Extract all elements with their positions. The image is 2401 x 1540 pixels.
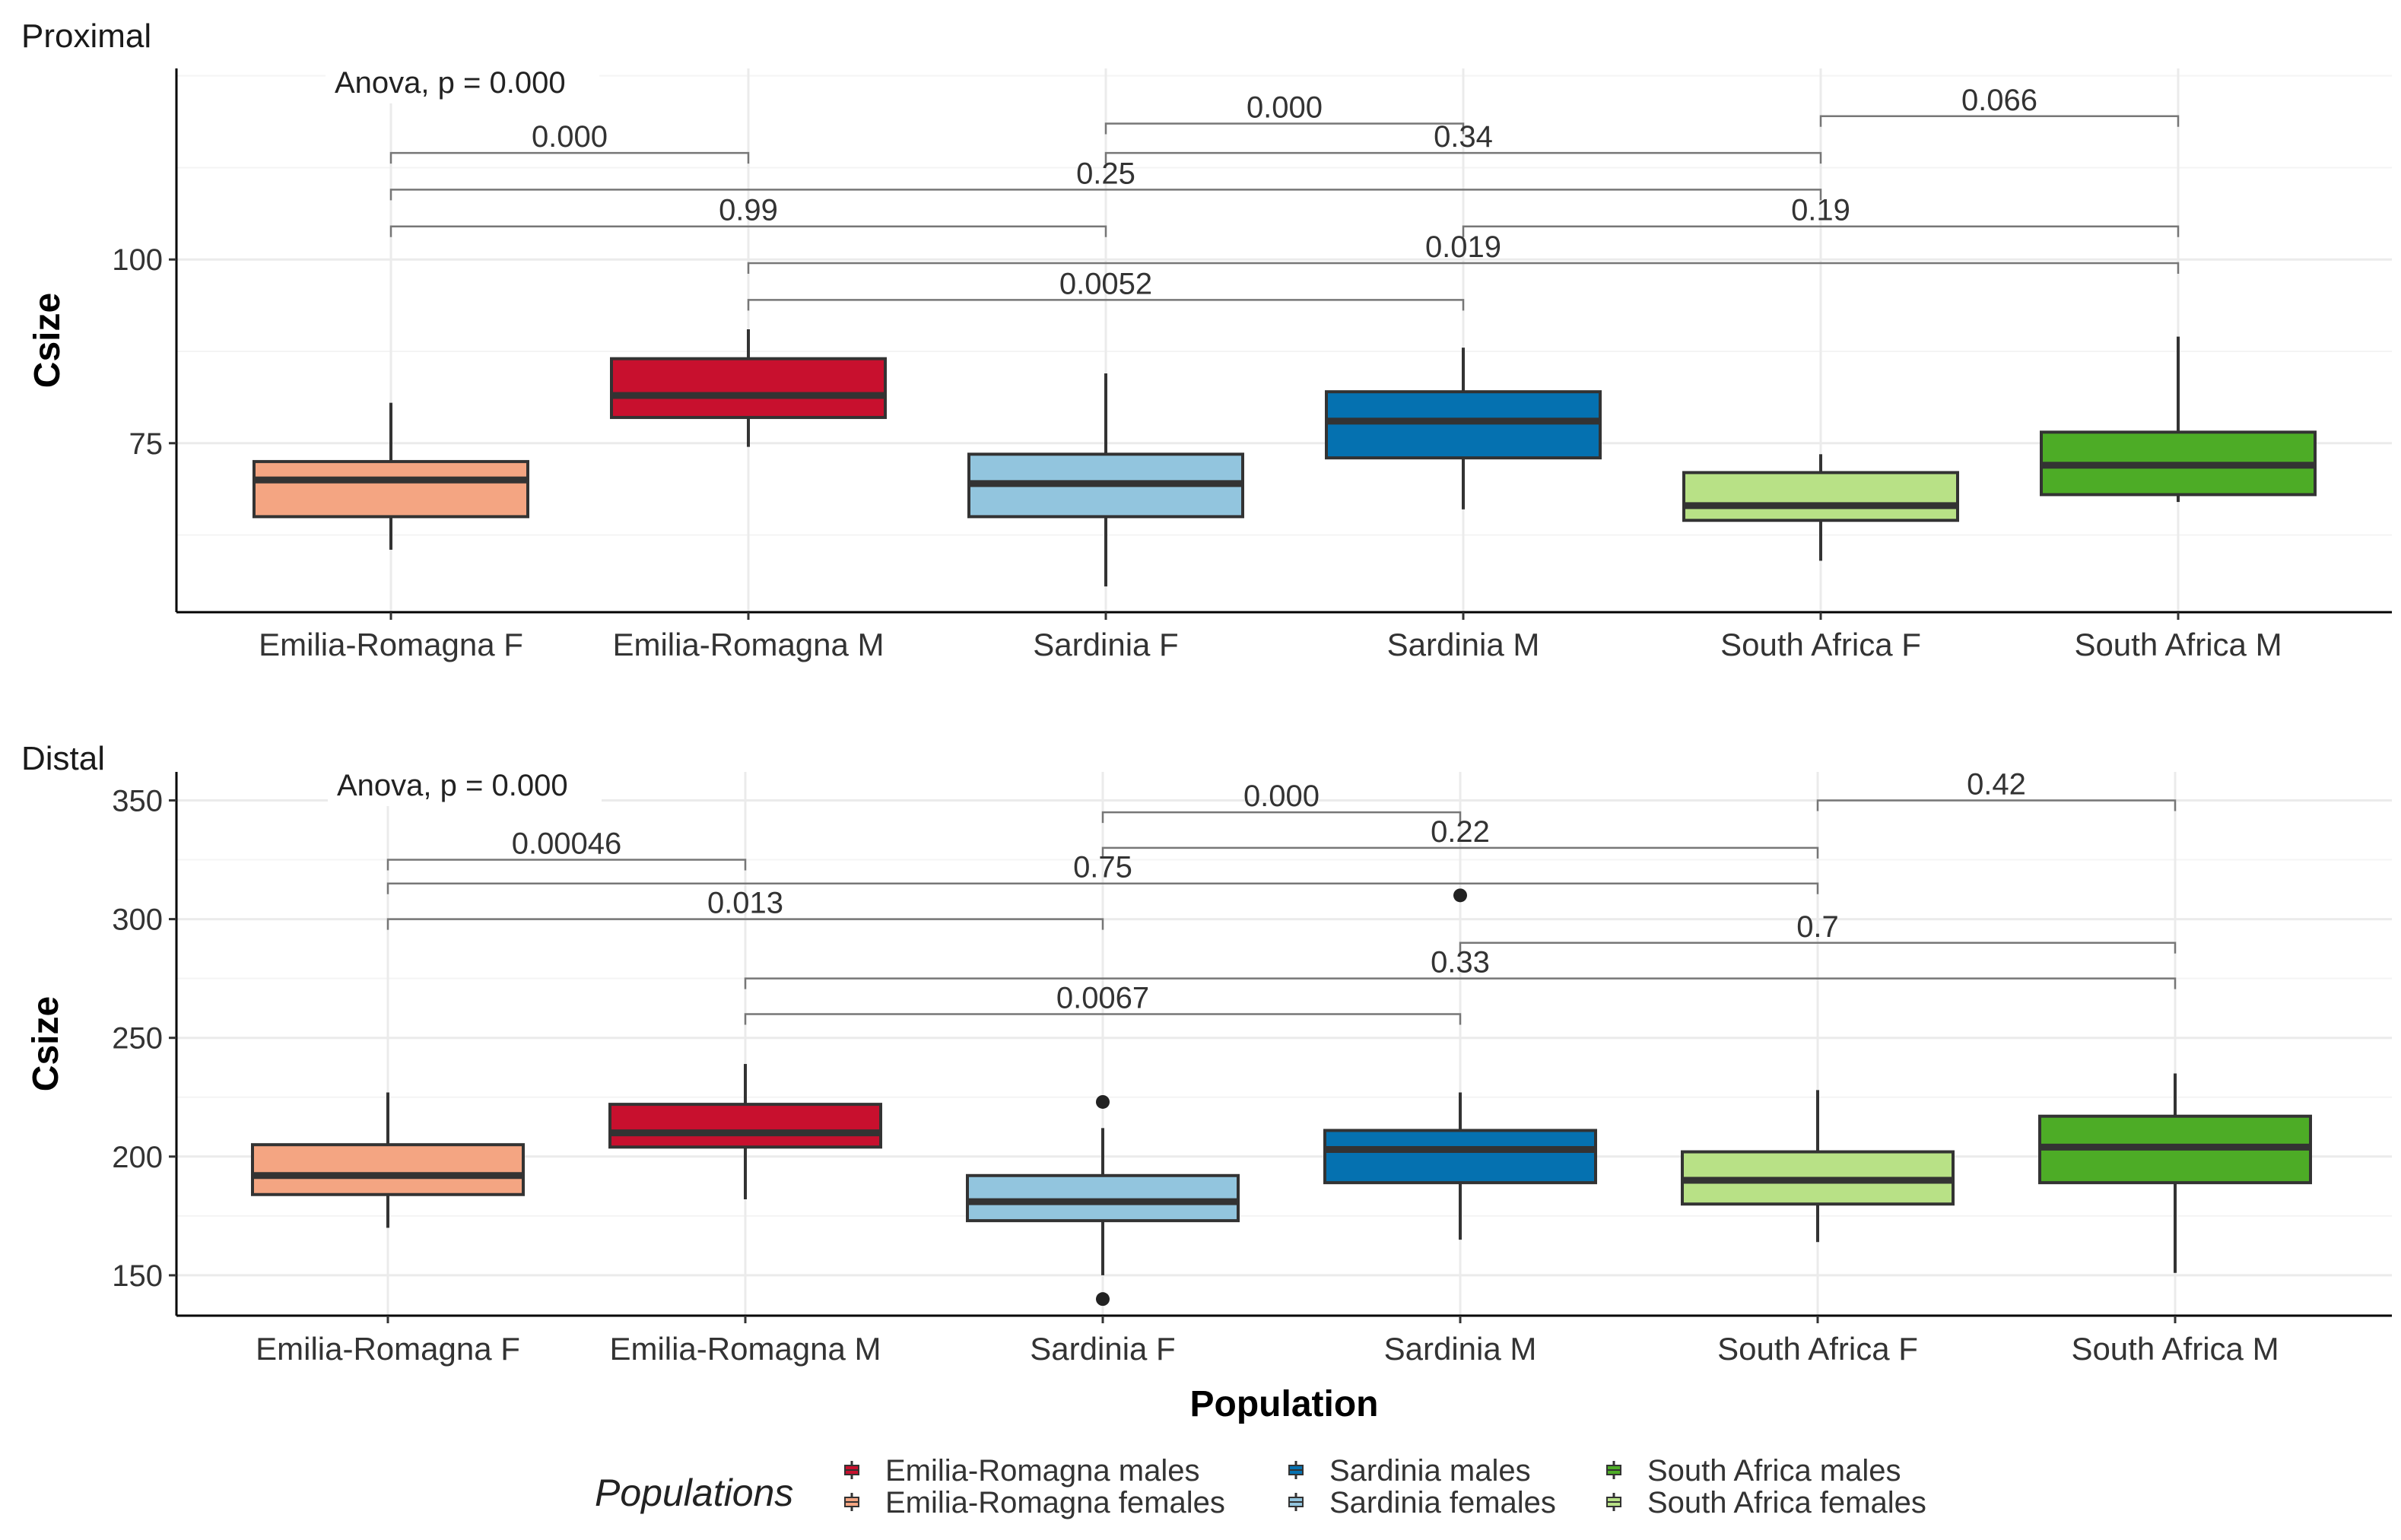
y-tick-label: 200 — [112, 1141, 163, 1174]
comparison-p-value: 0.066 — [1961, 84, 2037, 117]
comparison-p-value: 0.34 — [1434, 120, 1493, 154]
box-iqr — [610, 357, 887, 419]
comparison-bracket — [744, 977, 2177, 989]
legend-label: Sardinia females — [1329, 1486, 1556, 1519]
legend-key — [1606, 1493, 1621, 1511]
comparison-bracket — [389, 189, 1822, 201]
comparison-bracket — [389, 225, 1107, 237]
comparison-bracket — [1101, 846, 1819, 859]
comparison-bracket — [1459, 941, 2177, 954]
comparison-p-value: 0.75 — [1073, 851, 1132, 884]
comparison-p-value: 0.019 — [1425, 230, 1501, 264]
anova-backdrop — [326, 62, 599, 103]
legend-key — [1288, 1493, 1304, 1511]
x-tick-label: Sardinia F — [1030, 1331, 1175, 1367]
legend-label: Emilia-Romagna females — [885, 1486, 1225, 1519]
y-axis-title: Csize — [27, 293, 68, 388]
comparison-p-value: 0.000 — [1247, 90, 1323, 124]
y-tick-label: 150 — [112, 1259, 163, 1293]
comparison-bracket — [744, 1013, 1462, 1025]
x-tick-label: Emilia-Romagna F — [259, 627, 523, 662]
legend-key — [844, 1493, 859, 1511]
x-tick-label: Sardinia M — [1384, 1331, 1537, 1367]
outlier-point — [1453, 888, 1467, 903]
x-tick-label: Emilia-Romagna F — [256, 1331, 520, 1367]
comparison-p-value: 0.19 — [1791, 194, 1850, 227]
y-tick-label: 350 — [112, 784, 163, 818]
comparison-bracket — [747, 299, 1465, 311]
comparison-bracket — [1104, 122, 1465, 135]
x-tick-label: Sardinia M — [1387, 627, 1540, 662]
comparison-p-value: 0.00046 — [512, 827, 622, 861]
comparison-p-value: 0.22 — [1431, 815, 1490, 849]
box-iqr — [1682, 471, 1959, 522]
box-iqr — [252, 459, 529, 519]
y-tick-label: 250 — [112, 1022, 163, 1056]
comparison-p-value: 0.33 — [1431, 946, 1490, 980]
comparison-p-value: 0.0052 — [1059, 267, 1152, 300]
comparison-p-value: 0.013 — [707, 887, 783, 920]
legend-label: South Africa females — [1647, 1486, 1926, 1519]
comparison-p-value: 0.42 — [1967, 767, 2026, 801]
box-iqr — [1325, 390, 1602, 460]
y-tick-label: 300 — [112, 903, 163, 937]
x-tick-label: South Africa F — [1720, 627, 1921, 662]
legend-label: South Africa males — [1647, 1454, 1901, 1488]
x-tick-label: South Africa M — [2071, 1331, 2279, 1367]
legend-title: Populations — [595, 1472, 793, 1514]
box-iqr — [608, 1103, 882, 1149]
legend-key — [1288, 1461, 1304, 1479]
comparison-p-value: 0.99 — [719, 194, 778, 227]
panel-title: Proximal — [21, 17, 151, 55]
legend-key — [1606, 1461, 1621, 1479]
legend-label: Sardinia males — [1329, 1454, 1531, 1488]
comparison-bracket — [386, 859, 747, 871]
anova-label: Anova, p = 0.000 — [335, 66, 566, 100]
comparison-bracket — [389, 151, 750, 164]
comparison-bracket — [1104, 151, 1822, 164]
outlier-point — [1096, 1292, 1110, 1307]
outlier-point — [1096, 1094, 1110, 1109]
legend-label: Emilia-Romagna males — [885, 1454, 1199, 1488]
distal-panel: Distal 150 200 250 300 350 Emilia-Romagna F Emi… — [21, 740, 2392, 1424]
comparison-bracket — [1462, 225, 2180, 237]
comparison-p-value: 0.0067 — [1056, 981, 1149, 1014]
comparison-bracket — [1819, 115, 2180, 127]
x-tick-label: South Africa M — [2074, 627, 2282, 662]
box-iqr — [966, 1173, 1240, 1223]
x-tick-label: Emilia-Romagna M — [612, 627, 884, 662]
comparison-bracket — [1816, 799, 2177, 811]
proximal-panel: Proximal 75 100 Emilia-Romagna F Emilia-Roma… — [21, 17, 2392, 662]
comparison-p-value: 0.25 — [1076, 157, 1135, 190]
comparison-bracket — [1101, 811, 1462, 824]
legend-key — [844, 1461, 859, 1479]
comparison-p-value: 0.000 — [532, 120, 608, 154]
legend: Populations Emilia-Romagna malesEmilia-Ro… — [595, 1454, 1926, 1519]
anova-backdrop — [328, 765, 602, 806]
anova-label: Anova, p = 0.000 — [337, 769, 568, 802]
comparison-p-value: 0.000 — [1243, 780, 1320, 813]
x-axis-title: Population — [1190, 1384, 1379, 1424]
box-iqr — [1323, 1129, 1597, 1185]
comparison-p-value: 0.7 — [1796, 910, 1839, 944]
x-tick-label: South Africa F — [1717, 1331, 1918, 1367]
y-axis-title: Csize — [26, 996, 66, 1091]
x-tick-label: Emilia-Romagna M — [609, 1331, 881, 1367]
comparison-bracket — [747, 262, 2180, 275]
y-tick-label: 75 — [129, 427, 164, 461]
panel-title: Distal — [21, 740, 105, 777]
x-tick-label: Sardinia F — [1033, 627, 1178, 662]
y-tick-label: 100 — [112, 243, 163, 277]
comparison-bracket — [386, 882, 1819, 894]
box-iqr — [251, 1143, 525, 1196]
comparison-bracket — [386, 918, 1104, 930]
